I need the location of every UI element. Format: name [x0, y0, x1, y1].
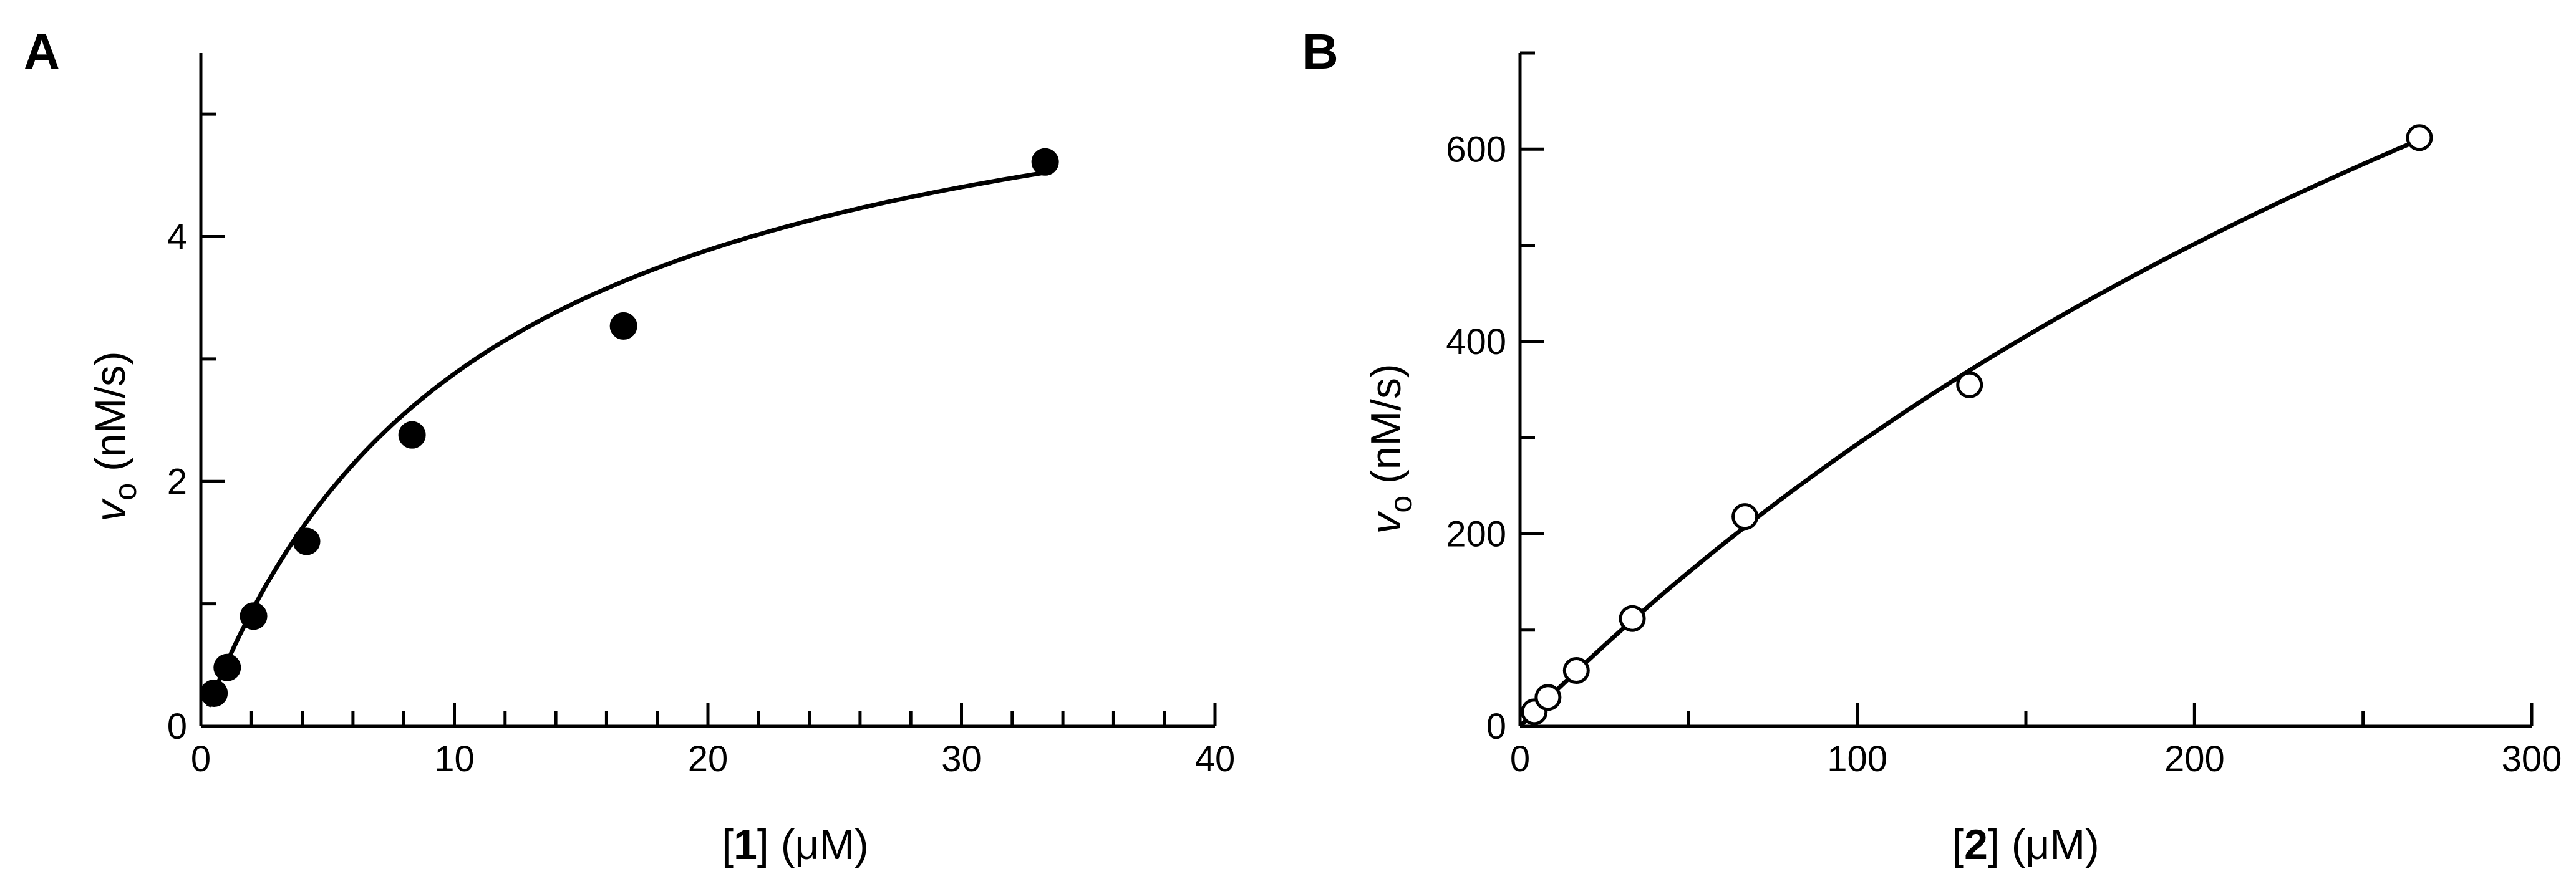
panel-a-data-point	[1031, 148, 1059, 176]
panel-a-points	[200, 148, 1059, 707]
panel-b-letter: B	[1302, 24, 1339, 79]
panel-a-x-tick-label: 10	[434, 739, 475, 779]
panel-b-x-axis-title: [2] (μM)	[1952, 821, 2099, 868]
panel-b-y-tick-label: 0	[1486, 706, 1506, 747]
panel-a-fit	[206, 170, 1046, 708]
panel-b-data-point	[1562, 657, 1590, 684]
panel-b-y-tick-label: 400	[1446, 322, 1506, 362]
panel-a-x-axis-title: [1] (μM)	[722, 821, 869, 868]
panel-b-x-tick-label: 200	[2164, 739, 2225, 779]
panel-a-y-tick-label: 2	[167, 461, 187, 502]
panel-a-data-point	[213, 653, 241, 681]
panel-a-fit-curve	[206, 170, 1046, 708]
panel-b-fit-curve	[1518, 138, 2421, 728]
panel-a-x-tick-label: 20	[688, 739, 729, 779]
panel-b-x-tick-label: 0	[1510, 739, 1530, 779]
panel-b-data-point	[1731, 503, 1759, 531]
panel-b-y-axis-title: vo (nM/s)	[1362, 363, 1418, 534]
panel-a-x-tick-label: 30	[941, 739, 982, 779]
panel-a-x-tick-label: 0	[191, 739, 211, 779]
panel-a-data-point	[609, 312, 637, 340]
panel-b-x-tick-label: 300	[2502, 739, 2562, 779]
panel-a-axes: 0 10 20 30 40 0 2 4	[167, 53, 1236, 779]
panel-b-y-tick-label: 200	[1446, 514, 1506, 554]
panel-a-data-point	[240, 602, 268, 630]
panel-a-y-tick-label: 0	[167, 706, 187, 747]
panel-a-letter: A	[24, 24, 60, 79]
panel-a-data-point	[200, 679, 228, 707]
panel-b-x-tick-label: 100	[1827, 739, 1887, 779]
panel-a-data-point	[293, 527, 321, 555]
panel-b-points	[1521, 124, 2433, 726]
panel-a-x-tick-label: 40	[1195, 739, 1236, 779]
panel-a: A 0 10 20 30 40 0 2 4 [1] (μM) vo (nM/s)	[24, 24, 1235, 868]
panel-b-fit	[1518, 138, 2421, 728]
panel-a-y-axis-title: vo (nM/s)	[87, 351, 143, 521]
panel-b-data-point	[2406, 124, 2433, 151]
panel-b-axes: 0 100 200 300 0 200 400 600	[1446, 51, 2562, 779]
panel-b-data-point	[1534, 684, 1562, 711]
panel-b-data-point	[1619, 605, 1646, 632]
panel-a-data-point	[398, 421, 426, 449]
panel-b-data-point	[1956, 371, 1983, 398]
panel-a-y-tick-label: 4	[167, 217, 187, 257]
panel-b: B 0 100 200 300 0 200 400 600 [2] (μM) vo (nM/s…	[1302, 24, 2562, 868]
panel-b-y-tick-label: 600	[1446, 129, 1506, 170]
